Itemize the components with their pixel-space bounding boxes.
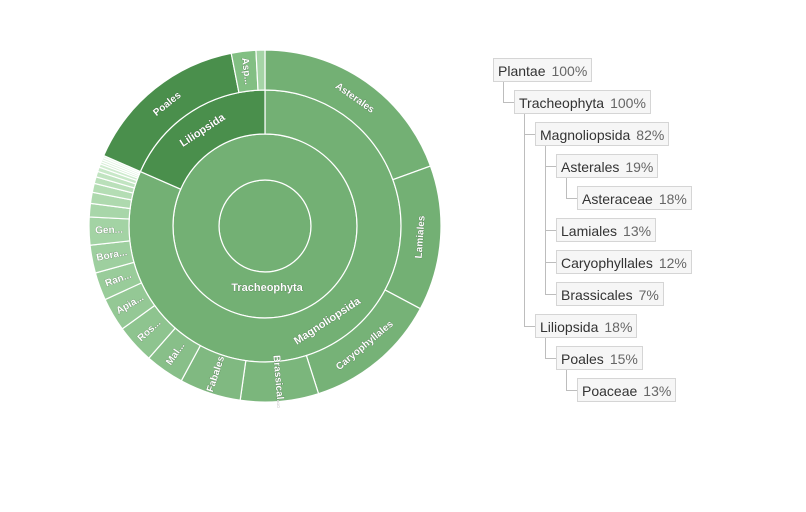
tree-node-percent: 15%: [609, 351, 638, 367]
tree-connector: [545, 294, 556, 295]
segment-label-lamiales: Lamiales: [414, 215, 428, 259]
tree-connector: [524, 134, 535, 135]
segment-label-asparagales: Asp...: [239, 57, 253, 86]
tree-connector: [503, 82, 504, 102]
tree-node-name: Asteraceae: [582, 191, 653, 207]
segment-label-tracheophyta: Tracheophyta: [231, 282, 303, 294]
tree-connector: [545, 338, 546, 358]
tree-node-percent: 12%: [658, 255, 687, 271]
tree-node-liliopsida[interactable]: Liliopsida 18%: [535, 314, 638, 338]
tree-node-name: Poaceae: [582, 383, 638, 399]
tree-node-percent: 100%: [610, 95, 646, 111]
tree-connector: [545, 166, 556, 167]
tree-connector: [545, 230, 556, 231]
tree-connector: [524, 326, 535, 327]
tree-node-brassicales[interactable]: Brassicales 7%: [556, 282, 664, 306]
tree-node-name: Asterales: [561, 159, 620, 175]
tree-node-name: Poales: [561, 351, 604, 367]
tree-node-name: Tracheophyta: [519, 95, 605, 111]
tree-node-percent: 13%: [623, 223, 652, 239]
tree-connector: [524, 114, 525, 326]
tree-connector: [566, 178, 567, 198]
tree-connector: [503, 102, 514, 103]
tree-node-percent: 13%: [643, 383, 672, 399]
tree-node-percent: 7%: [638, 287, 659, 303]
tree-node-name: Lamiales: [561, 223, 618, 239]
tree-node-caryophyllales[interactable]: Caryophyllales 12%: [556, 250, 692, 274]
tree-node-asterales[interactable]: Asterales 19%: [556, 154, 659, 178]
tree-node-percent: 18%: [604, 319, 633, 335]
tree-node-lamiales[interactable]: Lamiales 13%: [556, 218, 657, 242]
tree-node-name: Caryophyllales: [561, 255, 653, 271]
tree-node-tracheophyta[interactable]: Tracheophyta 100%: [514, 90, 651, 114]
tree-node-percent: 18%: [658, 191, 687, 207]
tree-connector: [566, 390, 577, 391]
segment-lil-small[interactable]: [255, 49, 266, 91]
tree-connector: [566, 198, 577, 199]
tree-connector: [545, 262, 556, 263]
tree-connector: [545, 146, 546, 294]
tree-node-name: Magnoliopsida: [540, 127, 631, 143]
tree-connector: [566, 370, 567, 390]
segment-label-brassicales: Brassical...: [270, 355, 285, 409]
tree-node-name: Brassicales: [561, 287, 633, 303]
segment-label-gentianales: Gen...: [95, 225, 123, 237]
tree-node-poaceae[interactable]: Poaceae 13%: [577, 378, 677, 402]
tree-node-name: Liliopsida: [540, 319, 599, 335]
tree-node-plantae[interactable]: Plantae 100%: [493, 58, 593, 82]
tree-node-asteraceae[interactable]: Asteraceae 18%: [577, 186, 692, 210]
tree-connector: [545, 358, 556, 359]
tree-node-percent: 82%: [636, 127, 665, 143]
tree-node-percent: 19%: [625, 159, 654, 175]
tree-node-percent: 100%: [551, 63, 588, 79]
tree-node-magnoliopsida[interactable]: Magnoliopsida 82%: [535, 122, 670, 146]
tree-node-poales[interactable]: Poales 15%: [556, 346, 643, 370]
tree-node-name: Plantae: [498, 63, 546, 79]
